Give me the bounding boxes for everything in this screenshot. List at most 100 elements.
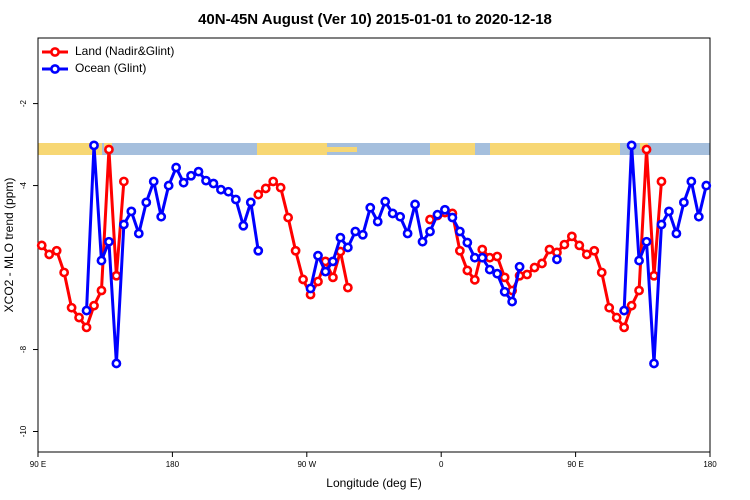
y-tick-label: -2	[19, 99, 28, 107]
legend-label: Land (Nadir&Glint)	[75, 44, 174, 58]
data-point	[253, 245, 264, 256]
data-point	[350, 226, 361, 237]
data-point	[171, 162, 182, 173]
chart-title: 40N-45N August (Ver 10) 2015-01-01 to 20…	[198, 11, 552, 28]
data-point	[611, 312, 622, 323]
data-point	[163, 180, 174, 191]
data-point	[328, 256, 338, 267]
x-tick-label: 0	[439, 460, 444, 469]
data-point	[693, 211, 704, 222]
data-point	[133, 228, 144, 239]
data-point	[313, 276, 323, 287]
legend-marker	[50, 64, 60, 74]
y-tick-label: -8	[19, 345, 28, 353]
data-point	[104, 144, 114, 155]
y-tick-label: -4	[19, 181, 28, 189]
data-point	[619, 322, 630, 333]
data-point	[357, 229, 368, 240]
data-point	[59, 267, 70, 278]
data-point	[201, 175, 211, 186]
data-point	[141, 197, 152, 208]
data-point	[208, 178, 219, 189]
data-point	[626, 140, 637, 151]
data-point	[462, 265, 473, 276]
data-point	[454, 226, 465, 237]
x-tick-label: 90 W	[297, 460, 316, 469]
data-point	[245, 197, 256, 208]
data-point	[298, 274, 308, 285]
data-point	[425, 226, 435, 237]
data-point	[342, 282, 353, 293]
data-point	[104, 236, 114, 247]
data-point	[96, 285, 107, 296]
data-point	[432, 209, 443, 220]
data-point	[89, 300, 99, 311]
land-mask-strip	[38, 143, 710, 155]
data-point	[387, 208, 398, 219]
y-axis-label: XCO2 - MLO trend (ppm)	[2, 178, 16, 313]
legend-label: Ocean (Glint)	[75, 61, 146, 75]
legend-marker	[50, 47, 60, 57]
data-point	[402, 228, 413, 239]
data-point	[313, 250, 323, 261]
data-point	[253, 189, 264, 200]
data-point	[395, 211, 406, 222]
data-point	[552, 254, 562, 265]
data-point	[484, 252, 495, 263]
data-point	[178, 177, 189, 188]
data-point	[126, 206, 137, 217]
data-point	[574, 240, 585, 251]
data-point	[529, 262, 540, 273]
data-point	[89, 140, 99, 151]
data-point	[193, 166, 204, 177]
land-band	[490, 143, 620, 155]
data-point	[410, 199, 420, 210]
data-point	[342, 242, 353, 253]
data-point	[96, 255, 107, 266]
data-point	[641, 144, 652, 155]
x-tick-label: 180	[703, 460, 717, 469]
data-point	[522, 269, 532, 280]
data-point	[223, 186, 234, 197]
data-point	[469, 274, 480, 285]
data-point	[686, 176, 697, 187]
data-point	[148, 176, 159, 187]
land-band	[38, 143, 102, 155]
data-point	[186, 170, 196, 181]
data-point	[469, 252, 480, 263]
data-point	[440, 204, 450, 215]
data-point	[425, 214, 435, 225]
data-point	[656, 176, 667, 187]
x-tick-label: 180	[166, 460, 180, 469]
data-point	[238, 220, 249, 231]
data-point	[372, 216, 383, 227]
data-point	[559, 239, 570, 250]
data-point	[447, 212, 458, 223]
data-point	[230, 194, 241, 205]
data-point	[634, 285, 644, 296]
data-point	[641, 236, 652, 247]
data-point	[462, 237, 473, 248]
x-axis-label: Longitude (deg E)	[326, 476, 421, 490]
data-point	[514, 261, 525, 272]
data-point	[283, 212, 294, 223]
data-point	[664, 206, 674, 217]
data-point	[275, 182, 286, 193]
data-point	[81, 305, 92, 316]
data-point	[156, 211, 167, 222]
data-point	[365, 202, 376, 213]
data-point	[320, 266, 331, 277]
data-point	[477, 244, 488, 255]
data-point	[66, 302, 77, 313]
data-point	[81, 322, 92, 333]
data-point	[335, 232, 346, 243]
data-point	[619, 305, 630, 316]
data-point	[118, 219, 129, 230]
data-point	[36, 240, 47, 251]
data-point	[268, 176, 279, 187]
data-point	[111, 358, 122, 369]
data-point	[74, 312, 84, 323]
data-point	[305, 283, 316, 294]
